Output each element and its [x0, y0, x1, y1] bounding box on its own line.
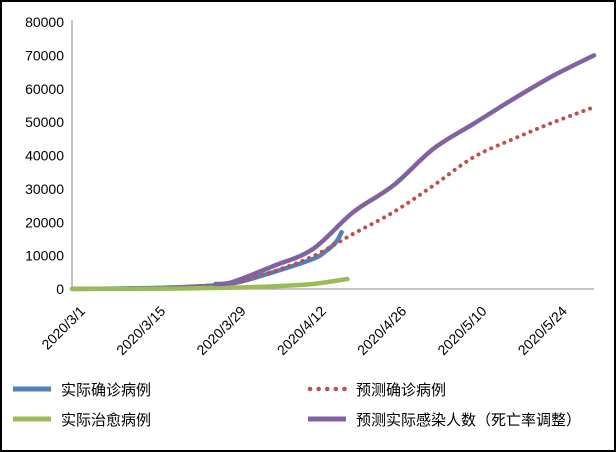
y-axis-tick-label: 30000 — [25, 181, 64, 197]
solid-line-swatch-icon — [13, 386, 51, 392]
legend-label-actual-confirmed: 实际确诊病例 — [61, 381, 152, 399]
line-chart-canvas: 0 10000 20000 30000 40000 50000 60000 70000 8000… — [25, 14, 597, 359]
legend-column-right: 预测确诊病例 预测实际感染人数（死亡率调整） — [307, 374, 608, 434]
y-axis-tick-label: 70000 — [25, 47, 64, 63]
y-axis-tick-label: 0 — [56, 281, 64, 297]
y-axis-tick-label: 40000 — [25, 148, 64, 164]
legend-item-actual-confirmed: 实际确诊病例 — [12, 374, 307, 404]
x-axis-tick-label: 2020/3/15 — [113, 303, 169, 359]
legend-item-predicted-confirmed: 预测确诊病例 — [307, 374, 608, 404]
series-predicted-infections-line — [213, 53, 597, 287]
legend-item-predicted-infections: 预测实际感染人数（死亡率调整） — [307, 404, 608, 434]
x-axis-tick-label: 2020/4/12 — [274, 303, 330, 359]
solid-line-swatch-icon — [13, 416, 51, 422]
dotted-line-swatch-icon — [307, 386, 347, 392]
x-axis-tick-label: 2020/5/24 — [515, 303, 571, 359]
y-axis-tick-label: 50000 — [25, 114, 64, 130]
y-axis-tick-label: 20000 — [25, 214, 64, 230]
legend-item-actual-cured: 实际治愈病例 — [12, 404, 307, 434]
legend-label-predicted-confirmed: 预测确诊病例 — [356, 381, 447, 399]
series-predicted-confirmed-line — [70, 105, 596, 291]
legend-label-actual-cured: 实际治愈病例 — [61, 411, 152, 429]
x-axis-tick-label: 2020/3/1 — [38, 303, 88, 353]
y-axis-tick-label: 80000 — [25, 14, 64, 30]
legend-label-predicted-infections: 预测实际感染人数（死亡率调整） — [356, 411, 582, 429]
legend-column-left: 实际确诊病例 实际治愈病例 — [12, 374, 307, 434]
x-axis-tick-label: 2020/5/10 — [434, 303, 490, 359]
chart-legend: 实际确诊病例 实际治愈病例 预测确诊病例 预测实际感染人数（死亡率调整） — [12, 374, 608, 434]
solid-line-swatch-icon — [308, 416, 346, 422]
x-axis-tick-label: 2020/4/26 — [354, 303, 410, 359]
x-axis-tick-label: 2020/3/29 — [193, 303, 249, 359]
series-actual-cured-line — [69, 276, 350, 292]
y-axis-tick-label: 60000 — [25, 81, 64, 97]
y-axis-tick-label: 10000 — [25, 248, 64, 264]
